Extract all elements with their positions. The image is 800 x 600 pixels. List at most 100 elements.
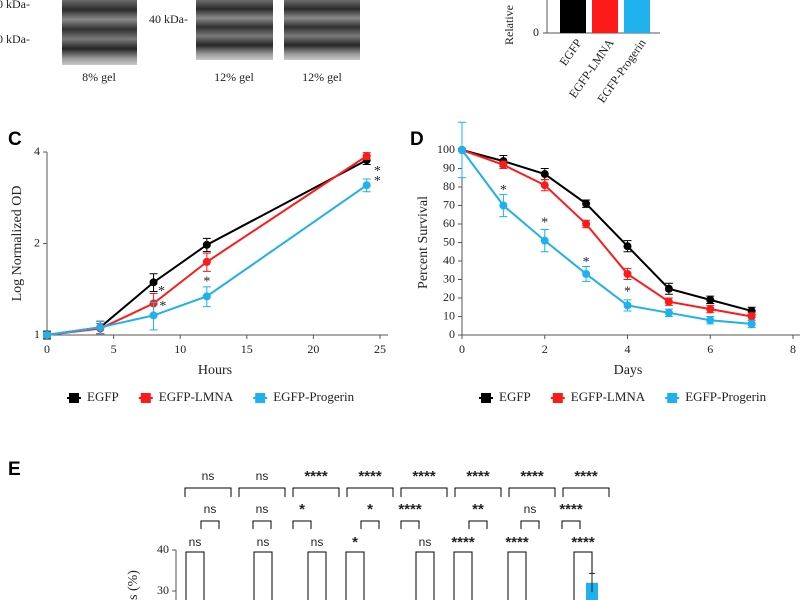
bracket xyxy=(292,487,340,497)
point xyxy=(202,292,211,301)
significance-label: ns xyxy=(311,535,324,549)
bar xyxy=(592,0,618,33)
annotation: * xyxy=(500,183,507,198)
bracket xyxy=(561,520,581,529)
bracket xyxy=(252,520,272,529)
point xyxy=(706,316,715,325)
blot-marker: 20 kDa- xyxy=(0,32,30,46)
y-tick-label: 30 xyxy=(157,583,169,597)
legend-label: EGFP-Progerin xyxy=(273,389,354,404)
significance-label: ns xyxy=(524,502,537,516)
y-tick-label: 1 xyxy=(34,327,40,341)
significance-label: **** xyxy=(574,468,598,485)
blot-label: 8% gel xyxy=(82,70,116,84)
y-tick-label: 50 xyxy=(443,234,455,248)
point xyxy=(96,323,105,332)
point xyxy=(499,201,508,210)
x-tick-label: 5 xyxy=(111,342,117,356)
bracket xyxy=(453,551,473,600)
point xyxy=(582,199,591,208)
point xyxy=(664,308,673,317)
bracket xyxy=(415,551,435,600)
significance-label: ns xyxy=(257,535,270,549)
point xyxy=(499,160,508,169)
annotation: * xyxy=(159,299,166,314)
point xyxy=(706,305,715,314)
series-line xyxy=(461,149,752,312)
blot-image xyxy=(62,0,137,65)
significance-label: **** xyxy=(571,534,595,551)
bracket xyxy=(200,520,220,529)
annotation: * xyxy=(158,284,165,299)
y-tick-label: 40 xyxy=(157,542,169,556)
legend-label: EGFP xyxy=(499,389,531,404)
point xyxy=(664,297,673,306)
annotation: * xyxy=(374,174,381,189)
x-tick-label: 25 xyxy=(374,342,386,356)
significance-label: ns xyxy=(204,502,217,516)
x-tick-label: 10 xyxy=(174,342,186,356)
bracket xyxy=(307,551,327,600)
significance-label: ** xyxy=(472,501,484,518)
y-tick-label: 4 xyxy=(34,144,40,158)
point xyxy=(623,301,632,310)
panel-letter: D xyxy=(410,129,424,150)
y-tick-label: 10 xyxy=(443,308,455,322)
point xyxy=(43,331,51,339)
bracket xyxy=(185,551,205,600)
y-tick-label: 30 xyxy=(443,271,455,285)
bracket xyxy=(508,487,556,497)
significance-label: **** xyxy=(451,534,475,551)
bracket xyxy=(400,520,420,529)
x-tick-label: 20 xyxy=(307,342,319,356)
point xyxy=(582,269,591,278)
annotation: * xyxy=(203,275,210,290)
bracket xyxy=(454,487,502,497)
significance-label: * xyxy=(352,534,358,551)
y-tick-label: 100 xyxy=(437,142,455,156)
point xyxy=(202,257,211,266)
significance-label: **** xyxy=(412,468,436,485)
x-tick-label: 0 xyxy=(44,342,50,356)
bar xyxy=(560,0,586,33)
annotation: * xyxy=(374,164,381,179)
point xyxy=(540,170,549,179)
point xyxy=(623,242,632,251)
legend-swatch xyxy=(140,393,151,403)
significance-label: ns xyxy=(202,469,215,483)
point xyxy=(362,152,371,161)
point xyxy=(458,146,466,154)
significance-label: * xyxy=(367,501,373,518)
point xyxy=(149,311,158,320)
legend-swatch xyxy=(69,393,79,403)
legend-swatch xyxy=(552,393,563,403)
x-axis-label: Hours xyxy=(198,363,232,378)
y-tick-label: 60 xyxy=(443,216,455,230)
x-tick-label: 4 xyxy=(625,342,631,356)
y-tick-label: 40 xyxy=(443,253,455,267)
significance-label: ns xyxy=(189,535,202,549)
x-tick-label: 6 xyxy=(707,342,713,356)
point xyxy=(706,295,715,304)
point xyxy=(747,319,756,328)
significance-label: **** xyxy=(466,468,490,485)
blot-label: 12% gel xyxy=(214,70,254,84)
bracket xyxy=(507,551,527,600)
error-bar xyxy=(589,572,595,593)
bracket xyxy=(400,487,448,497)
bracket xyxy=(520,520,540,529)
point xyxy=(540,181,549,190)
point xyxy=(664,284,673,293)
y-axis-label: Log Normalized OD xyxy=(10,186,25,302)
annotation: * xyxy=(541,215,548,230)
blot-label: 12% gel xyxy=(302,70,342,84)
significance-label: **** xyxy=(304,468,328,485)
legend-label: EGFP-Progerin xyxy=(685,389,766,404)
panel-letter: E xyxy=(8,459,21,480)
x-axis-label: Days xyxy=(614,363,643,378)
bracket xyxy=(360,520,380,529)
y-tick-label: 90 xyxy=(443,160,455,174)
y-tick-label: 0 xyxy=(533,25,539,39)
x-tick-label: 15 xyxy=(241,342,253,356)
bracket xyxy=(292,520,312,529)
